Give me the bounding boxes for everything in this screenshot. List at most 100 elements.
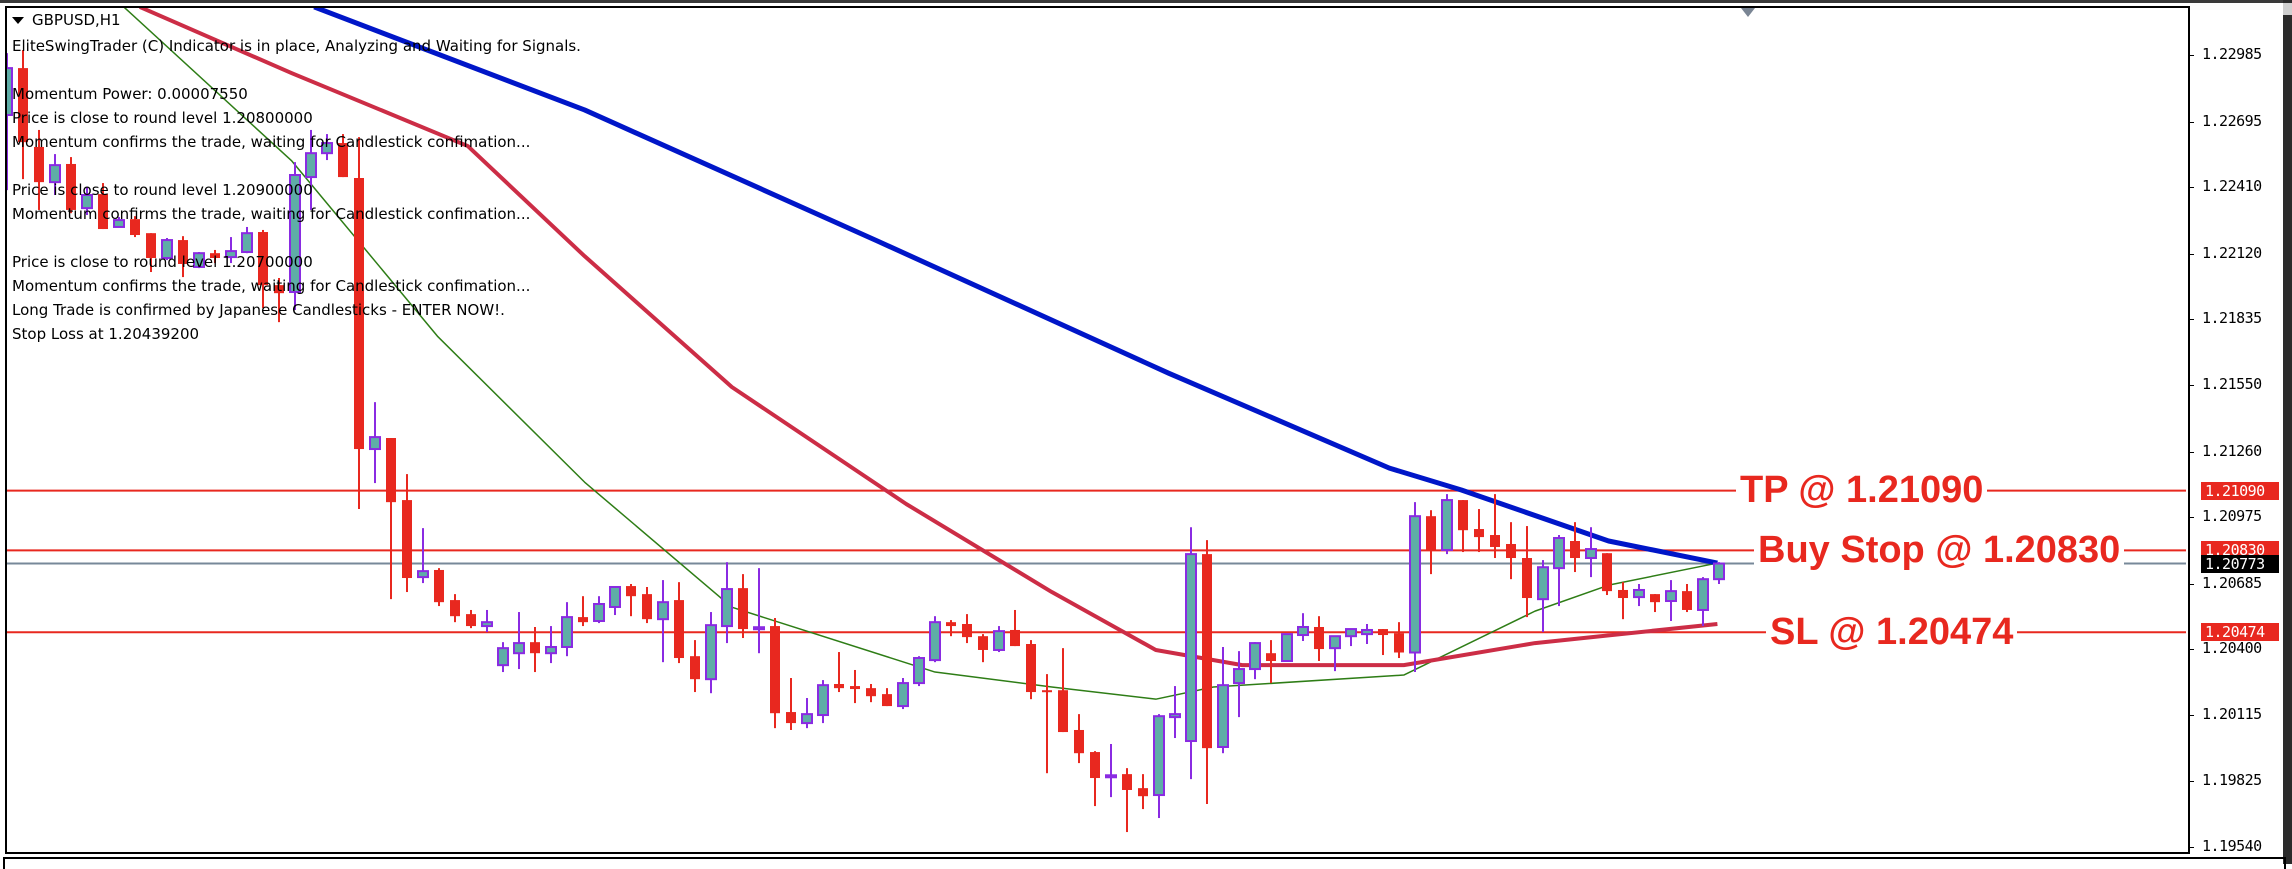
bid-price-tag: 1.20773 xyxy=(2201,554,2279,573)
candle-body-bull xyxy=(817,684,829,717)
candle-body-bull xyxy=(897,682,909,708)
candle-body-bear xyxy=(34,146,44,183)
axis-tick xyxy=(2188,714,2194,716)
candle-body-bull xyxy=(1153,715,1165,797)
candle-body-bear xyxy=(1202,554,1212,749)
candle-body-bear xyxy=(1458,500,1468,531)
take-profit-label: TP @ 1.21090 xyxy=(1736,470,1988,510)
candle-body-bear xyxy=(386,438,396,503)
candle-body-bear xyxy=(402,500,412,579)
axis-tick-label: 1.21550 xyxy=(2202,374,2262,393)
axis-tick xyxy=(2188,319,2194,321)
candle-body-bull xyxy=(545,645,557,655)
candle-body-bull xyxy=(497,647,509,667)
candle-body-bull xyxy=(1105,774,1117,779)
candle-body-bear xyxy=(434,569,444,603)
indicator-line: EliteSwingTrader (C) Indicator is in pla… xyxy=(12,37,581,55)
collapse-triangle-icon[interactable] xyxy=(12,17,24,24)
candle-body-bear xyxy=(962,623,972,638)
axis-tick-label: 1.22120 xyxy=(2202,243,2262,262)
window-top-border xyxy=(0,0,2292,3)
chart-frame[interactable] xyxy=(5,6,2190,854)
candle-body-bull xyxy=(289,174,301,294)
candle-body-bull xyxy=(721,588,733,628)
tp-price-tag: 1.21090 xyxy=(2201,481,2279,500)
candle-body-bear xyxy=(98,194,108,230)
scrollbar-stub[interactable] xyxy=(2283,3,2292,15)
candle-body-bull xyxy=(513,642,525,655)
symbol-timeframe-label[interactable]: GBPUSD,H1 xyxy=(12,12,121,29)
window-right-edge xyxy=(2283,0,2292,864)
indicator-line: Stop Loss at 1.20439200 xyxy=(12,325,200,343)
axis-tick-label: 1.22985 xyxy=(2202,45,2262,63)
candle-body-bear xyxy=(850,686,860,690)
candle-body-bull xyxy=(1665,590,1677,603)
axis-tick-label: 1.19825 xyxy=(2202,771,2262,790)
candle-body-bear xyxy=(1266,653,1276,662)
candle-body-bull xyxy=(161,239,173,260)
candle-body-bear xyxy=(1426,516,1436,550)
candle-body-bear xyxy=(1474,529,1484,538)
symbol-text: GBPUSD,H1 xyxy=(32,11,121,29)
candle-body-bear xyxy=(1122,774,1132,790)
candle-body-bear xyxy=(1378,629,1388,636)
axis-tick-label: 1.20975 xyxy=(2202,507,2262,526)
candle-body-bear xyxy=(674,600,684,659)
candle-body-bear xyxy=(978,636,988,650)
axis-tick xyxy=(2188,649,2194,651)
axis-tick-label: 1.19540 xyxy=(2202,837,2262,855)
candle-body-bear xyxy=(834,684,844,689)
candle-body-bull xyxy=(1633,588,1645,599)
candle-body-bull xyxy=(1553,537,1565,570)
axis-tick xyxy=(2188,121,2194,123)
candle-body-bull xyxy=(1217,684,1229,748)
candle-body-bull xyxy=(801,713,813,725)
candle-body-bear xyxy=(130,219,140,236)
candle-body-bear xyxy=(1058,690,1068,733)
candle-body-bull xyxy=(241,232,253,254)
candle-body-bear xyxy=(882,694,892,707)
candle-body-bull xyxy=(481,621,493,628)
candle-body-bull xyxy=(1713,562,1725,581)
axis-tick-label: 1.22695 xyxy=(2202,111,2262,130)
candle-body-bull xyxy=(1585,548,1597,560)
ma-slow-blue-line xyxy=(313,8,1718,566)
candle-body-bear xyxy=(1490,535,1500,547)
candle-body-bear xyxy=(786,712,796,724)
candle-body-bear xyxy=(450,600,460,617)
candle-body-bear xyxy=(1394,633,1404,653)
axis-tick xyxy=(2188,451,2194,453)
candle-body-bear xyxy=(1618,589,1628,599)
indicator-line: Momentum confirms the trade, waiting for… xyxy=(12,277,531,295)
candle-body-bull xyxy=(1537,566,1549,601)
axis-tick xyxy=(2188,253,2194,255)
candle-body-bear xyxy=(354,177,364,450)
candle-body-bull xyxy=(81,194,93,210)
candle-body-bull xyxy=(1329,635,1341,650)
candle-body-bull xyxy=(1169,713,1181,719)
candle-body-bull xyxy=(1697,578,1709,611)
candle-body-bull xyxy=(913,657,925,685)
price-axis[interactable]: 1.22985 1.22695 1.22410 1.22120 1.21835 1.215… xyxy=(2188,0,2283,864)
axis-tick xyxy=(2188,517,2194,519)
price-chart-plot[interactable] xyxy=(0,0,2188,856)
candle-body-bull xyxy=(369,436,381,451)
candle-body-bear xyxy=(1506,543,1516,559)
candle-body-bull xyxy=(609,585,621,608)
candle-body-bear xyxy=(1042,690,1052,693)
candle-body-bull xyxy=(1409,515,1421,654)
plot-content xyxy=(7,8,2186,833)
candle-body-bear xyxy=(1650,594,1660,603)
ma-medium-red-line xyxy=(139,8,1718,668)
candle-body-bull xyxy=(1441,499,1453,551)
candle-body-bull xyxy=(321,142,333,155)
candle-body-bear xyxy=(178,240,188,264)
chart-shift-marker-icon[interactable] xyxy=(1741,8,1755,17)
candle-body-bear xyxy=(738,588,748,630)
axis-tick xyxy=(2188,55,2194,56)
indicator-line: Momentum Power: 0.00007550 xyxy=(12,85,248,103)
candle-body-bull xyxy=(1281,633,1293,663)
candle-body-bear xyxy=(626,586,636,597)
candle-body-bull xyxy=(657,601,669,621)
indicator-line: Price is close to round level 1.20700000 xyxy=(12,253,313,271)
